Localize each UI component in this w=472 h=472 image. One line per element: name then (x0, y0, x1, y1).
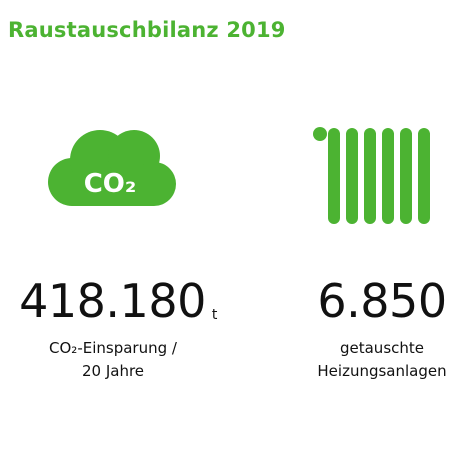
co2-savings-label-line: 20 Jahre (81, 362, 145, 380)
page-title: Raustauschbilanz 2019 (8, 18, 286, 42)
radiator-icon (313, 127, 430, 224)
heating-systems-number: 6.850 (317, 274, 447, 328)
co2-savings-number: 418.180 (19, 274, 206, 328)
heating-systems-label: getauschte Heizungsanlagen (262, 337, 472, 383)
co2-savings-value: 418.180 t (8, 278, 228, 324)
co2-cloud-label: CO₂ (84, 169, 137, 199)
heating-systems-value: 6.850 (272, 278, 472, 324)
co2-savings-unit: t (211, 307, 218, 323)
co2-cloud-icon: CO₂ (48, 130, 176, 206)
heating-systems-label-line: Heizungsanlagen (317, 362, 447, 380)
co2-savings-label: CO₂-Einsparung / 20 Jahre (0, 337, 233, 383)
heating-systems-label-line: getauschte (339, 339, 424, 357)
co2-savings-label-line: CO₂-Einsparung / (49, 339, 177, 357)
